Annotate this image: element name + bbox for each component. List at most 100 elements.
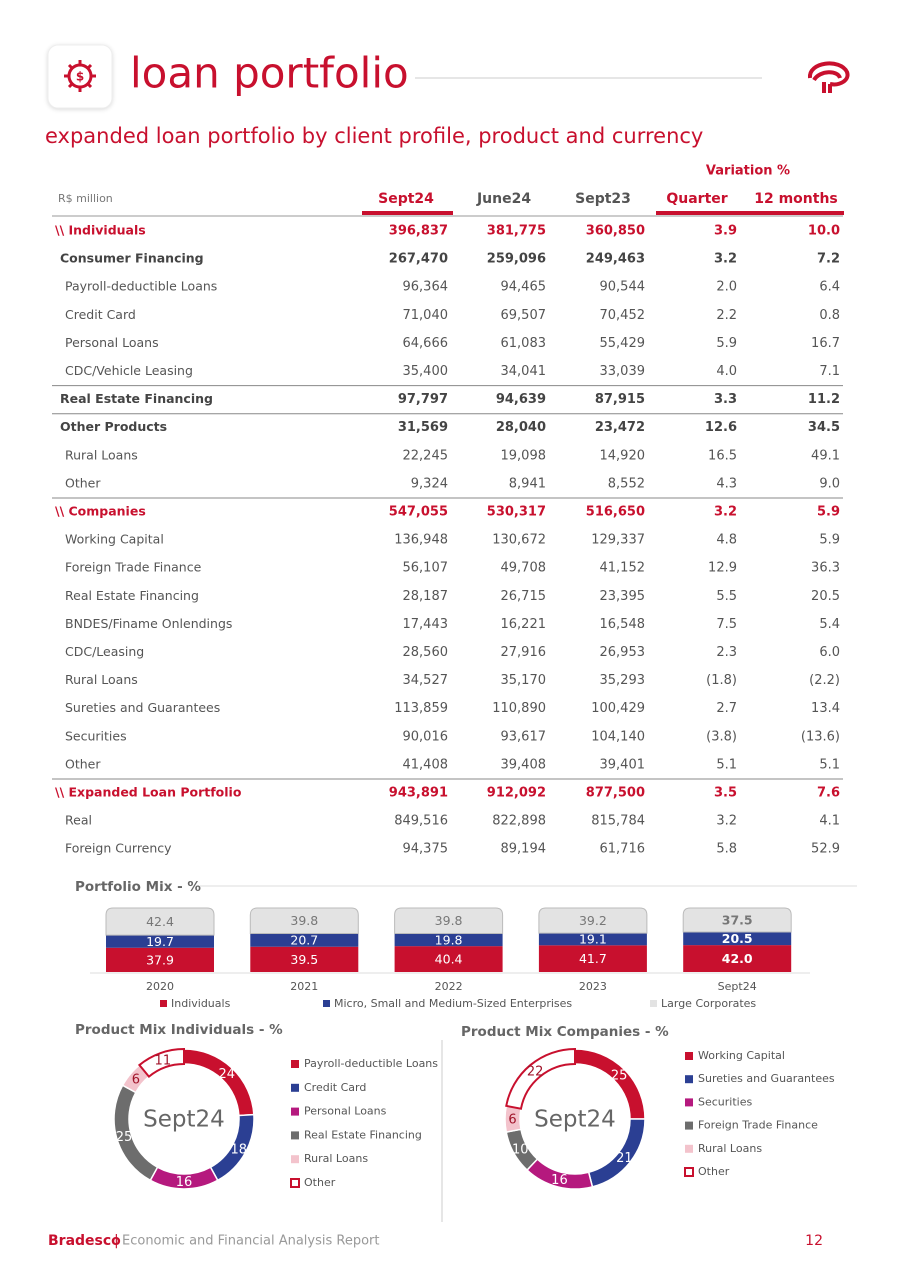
donut-value-label: 22 [527, 1064, 544, 1079]
cell: 516,650 [586, 505, 645, 520]
cell: 360,850 [586, 224, 645, 239]
cell: 26,953 [600, 645, 646, 660]
bar-segment [106, 935, 214, 948]
cell: 10.0 [808, 224, 840, 239]
legend-swatch [685, 1144, 693, 1153]
cell: 100,429 [591, 701, 645, 716]
bar-value-label: 37.9 [146, 952, 174, 967]
donut-value-label: 10 [512, 1143, 529, 1158]
cell: 5.9 [716, 336, 737, 351]
cell: 4.0 [716, 364, 737, 379]
cell: 16,221 [501, 617, 547, 632]
donut-center-label: Sept24 [534, 1107, 616, 1133]
legend-label: Personal Loans [304, 1105, 387, 1118]
cell: (13.6) [801, 729, 840, 744]
legend-label: Other [698, 1165, 730, 1178]
cell: 23,472 [595, 420, 645, 435]
row-label: Other [65, 475, 101, 490]
cell: 7.2 [817, 252, 840, 267]
cell: 90,016 [403, 729, 449, 744]
legend-label: Securities [698, 1095, 752, 1108]
cell: 93,617 [501, 729, 547, 744]
cell: 87,915 [595, 392, 645, 407]
column-header: Quarter [666, 191, 727, 207]
row-label: Rural Loans [65, 447, 138, 462]
subtitle: expanded loan portfolio by client profil… [45, 124, 703, 148]
cell: 11.2 [808, 392, 840, 407]
cell: 2.7 [716, 701, 737, 716]
cell: 71,040 [403, 308, 449, 323]
cell: 259,096 [487, 252, 546, 267]
row-label: CDC/Vehicle Leasing [65, 363, 193, 378]
cell: 89,194 [501, 842, 547, 857]
cell: 41,152 [600, 561, 646, 576]
cell: 26,715 [501, 589, 547, 604]
cell: 94,375 [403, 842, 449, 857]
cell: 8,552 [608, 476, 645, 491]
row-label: Rural Loans [65, 672, 138, 687]
legend-swatch [684, 1167, 694, 1177]
donut-value-label: 16 [176, 1175, 193, 1190]
x-tick-label: 2020 [146, 980, 174, 993]
cell: 39,408 [501, 757, 547, 772]
legend-label: Other [304, 1176, 336, 1189]
bar-value-label: 20.7 [290, 933, 318, 948]
cell: 55,429 [600, 336, 646, 351]
legend-swatch [291, 1083, 299, 1092]
cell: 130,672 [492, 533, 546, 548]
variation-label: Variation % [706, 164, 790, 179]
bar-value-label: 37.5 [722, 913, 753, 928]
donut-value-label: 24 [219, 1067, 236, 1082]
unit-label: R$ million [58, 192, 113, 205]
legend-label: Credit Card [304, 1081, 366, 1094]
cell: 12.6 [705, 420, 737, 435]
bar-segment [538, 907, 648, 934]
row-label: Working Capital [65, 532, 164, 547]
cell: 34,527 [403, 673, 449, 688]
legend-label: Micro, Small and Medium-Sized Enterprise… [334, 997, 572, 1010]
cell: 61,716 [600, 842, 646, 857]
cell: 16.5 [708, 448, 737, 463]
bar-value-label: 40.4 [435, 952, 463, 967]
column-header: 12 months [754, 191, 838, 207]
cell: 39,401 [600, 757, 646, 772]
legend-label: Large Corporates [661, 997, 756, 1010]
header-highlight [362, 211, 453, 215]
cell: (2.2) [809, 673, 840, 688]
legend-swatch [685, 1075, 693, 1084]
footer-brand: Bradesco [48, 1233, 121, 1249]
row-label: Other [65, 756, 101, 771]
cell: 12.9 [708, 561, 737, 576]
cell: 64,666 [403, 336, 449, 351]
row-label: Real Estate Financing [60, 391, 213, 406]
cell: 5.1 [716, 757, 737, 772]
cell: 41,408 [403, 757, 449, 772]
cell: 7.6 [817, 786, 840, 801]
donut-value-label: 6 [132, 1073, 140, 1088]
bar-segment [250, 933, 359, 947]
cell: 5.1 [819, 757, 840, 772]
cell: 5.9 [817, 505, 840, 520]
footer-separator: | [114, 1233, 119, 1249]
cell: 267,470 [389, 252, 448, 267]
cell: 36.3 [811, 561, 840, 576]
cell: 815,784 [591, 814, 645, 829]
legend-label: Sureties and Guarantees [698, 1072, 835, 1085]
chart-title: Product Mix Individuals - % [75, 1022, 283, 1038]
bar-value-label: 39.8 [435, 913, 463, 928]
bar-value-label: 42.4 [146, 914, 174, 929]
bar-segment [394, 907, 504, 934]
cell: 33,039 [600, 364, 646, 379]
cell: 19,098 [501, 448, 547, 463]
bar-value-label: 42.0 [722, 951, 753, 966]
cell: 0.8 [819, 308, 840, 323]
cell: 9.0 [819, 476, 840, 491]
legend-swatch [290, 1178, 300, 1188]
cell: 4.3 [716, 476, 737, 491]
cell: 16,548 [600, 617, 646, 632]
icon-glyph: $ [76, 70, 84, 84]
cell: 3.2 [714, 252, 737, 267]
cell: 2.0 [716, 280, 737, 295]
cell: 56,107 [403, 561, 449, 576]
